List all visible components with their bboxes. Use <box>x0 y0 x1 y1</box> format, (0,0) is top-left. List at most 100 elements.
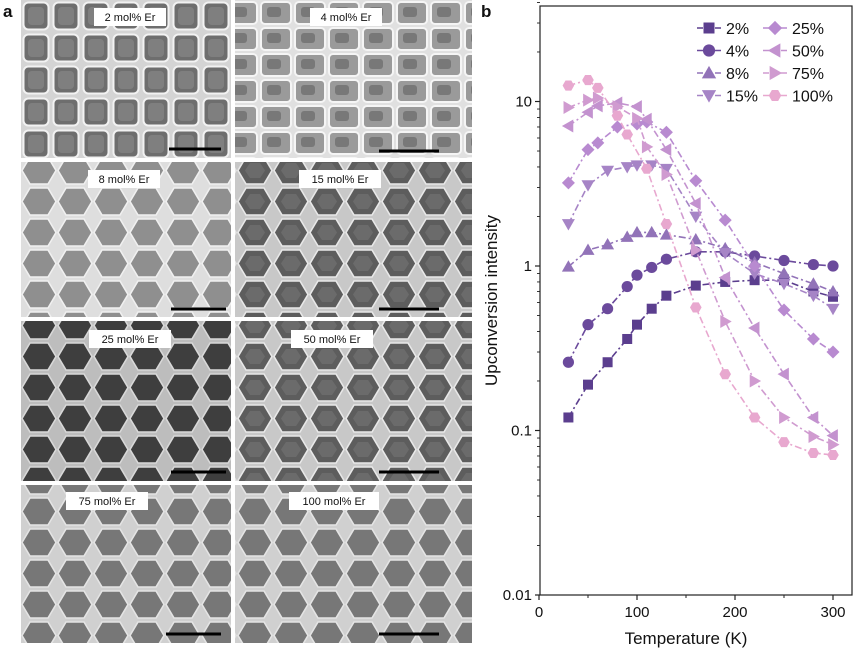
data-point <box>630 100 642 114</box>
panel-label-b: b <box>481 2 492 21</box>
data-point <box>808 429 820 443</box>
data-point <box>826 345 840 359</box>
data-point <box>779 410 791 424</box>
data-point <box>581 143 595 157</box>
x-tick-label: 100 <box>624 604 649 621</box>
tem-label: 25 mol% Er <box>102 334 159 346</box>
data-point <box>807 447 820 459</box>
tem-label: 4 mol% Er <box>321 12 372 24</box>
data-point <box>661 167 673 181</box>
legend-item: 2% <box>697 21 749 38</box>
data-point <box>719 369 731 380</box>
y-tick-label: 0.1 <box>511 423 532 440</box>
data-point <box>601 165 615 178</box>
data-point <box>631 269 643 281</box>
data-point <box>661 290 672 301</box>
data-point <box>561 260 575 272</box>
tem-label: 75 mol% Er <box>79 496 136 508</box>
data-point <box>581 243 595 255</box>
legend-label: 8% <box>726 66 749 83</box>
plot-frame <box>539 5 853 596</box>
data-point <box>632 111 644 125</box>
data-point <box>562 356 575 368</box>
series-line <box>567 279 834 418</box>
panel-label-a: a <box>3 2 13 21</box>
legend-marker <box>767 20 783 36</box>
data-point <box>689 232 703 245</box>
data-point <box>602 357 613 368</box>
legend-label: 100% <box>792 89 833 106</box>
data-point <box>826 429 838 443</box>
data-point <box>828 438 840 452</box>
data-point <box>563 412 574 423</box>
tem-label: 15 mol% Er <box>312 174 369 186</box>
data-point <box>581 180 595 192</box>
legend-marker <box>767 43 781 58</box>
data-point <box>641 140 654 154</box>
legend-marker <box>702 44 716 57</box>
data-point <box>777 303 791 317</box>
data-point <box>563 100 575 114</box>
data-point <box>720 314 732 328</box>
y-tick-label: 1 <box>524 258 532 275</box>
data-point <box>660 253 673 265</box>
series-100-percent <box>562 75 839 460</box>
data-point <box>592 91 605 105</box>
data-point <box>621 280 633 293</box>
data-point <box>659 143 672 157</box>
tem-image-grid: 2 mol% Er 4 mol% Er 8 mol% Er 15 mol% Er… <box>21 0 472 643</box>
tem-image-4-percent: 4 mol% Er <box>235 0 472 158</box>
legend-item: 100% <box>763 89 833 106</box>
data-point <box>620 162 634 174</box>
tem-image-15-percent: 15 mol% Er <box>235 162 472 317</box>
x-axis-label: Temperature (K) <box>625 629 748 648</box>
tem-label: 100 mol% Er <box>303 496 366 508</box>
tem-image-50-percent: 50 mol% Er <box>235 321 472 481</box>
data-point <box>561 119 574 133</box>
tem-image-2-percent: 2 mol% Er <box>21 0 231 158</box>
data-point <box>748 268 762 281</box>
data-point <box>620 230 634 242</box>
x-tick-label: 300 <box>820 604 845 621</box>
tem-label: 8 mol% Er <box>99 174 150 186</box>
data-point <box>827 260 839 272</box>
legend-marker <box>701 65 717 79</box>
tem-image-25-percent: 25 mol% Er <box>21 321 231 481</box>
series-line <box>568 79 834 456</box>
data-point <box>621 129 633 140</box>
y-axis-label: Upconversion intensity <box>482 214 501 386</box>
data-point <box>689 211 703 223</box>
data-point <box>777 278 791 291</box>
data-point <box>827 449 839 460</box>
data-point <box>659 228 673 240</box>
series-2-percent <box>563 275 838 423</box>
tem-image-75-percent: 75 mol% Er <box>21 485 231 643</box>
series-15-percent <box>561 160 840 316</box>
data-point <box>630 225 644 238</box>
data-point <box>562 80 575 91</box>
data-point <box>778 437 790 448</box>
legend-label: 75% <box>792 66 824 83</box>
data-point <box>826 284 840 297</box>
data-point <box>749 275 760 286</box>
x-tick-label: 200 <box>722 604 747 621</box>
data-point <box>646 303 657 314</box>
data-point <box>581 105 593 119</box>
legend-item: 25% <box>763 20 824 38</box>
data-point <box>645 160 659 172</box>
data-point <box>610 120 624 134</box>
data-point <box>583 379 593 390</box>
data-point <box>807 258 820 271</box>
data-point <box>806 277 820 289</box>
legend-item: 75% <box>763 65 824 83</box>
data-point <box>582 319 594 331</box>
legend-label: 2% <box>726 21 749 38</box>
data-point <box>660 218 673 230</box>
series-50-percent <box>561 96 838 443</box>
data-point <box>582 75 594 86</box>
data-point <box>601 238 615 250</box>
series-4-percent <box>562 246 839 368</box>
data-point <box>591 99 603 113</box>
data-point <box>806 332 820 346</box>
